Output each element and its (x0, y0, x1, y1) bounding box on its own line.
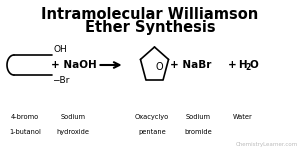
Text: Intramolecular Williamson: Intramolecular Williamson (41, 7, 259, 22)
Text: ChemistryLearner.com: ChemistryLearner.com (236, 142, 298, 147)
Text: O: O (250, 60, 259, 70)
Text: + H: + H (228, 60, 248, 70)
Text: bromide: bromide (184, 129, 212, 135)
Text: Ether Synthesis: Ether Synthesis (85, 20, 215, 35)
Text: 1-butanol: 1-butanol (9, 129, 41, 135)
Text: 4-bromo: 4-bromo (11, 114, 39, 120)
Text: + NaOH: + NaOH (51, 60, 96, 70)
Text: OH: OH (53, 45, 67, 54)
Text: Sodium: Sodium (61, 114, 85, 120)
Text: O: O (156, 62, 163, 72)
Text: pentane: pentane (138, 129, 166, 135)
Text: Sodium: Sodium (185, 114, 211, 120)
Text: hydroxide: hydroxide (56, 129, 89, 135)
Text: Oxacyclyo: Oxacyclyo (135, 114, 169, 120)
Text: −Br: −Br (52, 76, 69, 85)
Text: + NaBr: + NaBr (170, 60, 211, 70)
Text: Water: Water (233, 114, 253, 120)
Text: 2: 2 (245, 63, 250, 72)
